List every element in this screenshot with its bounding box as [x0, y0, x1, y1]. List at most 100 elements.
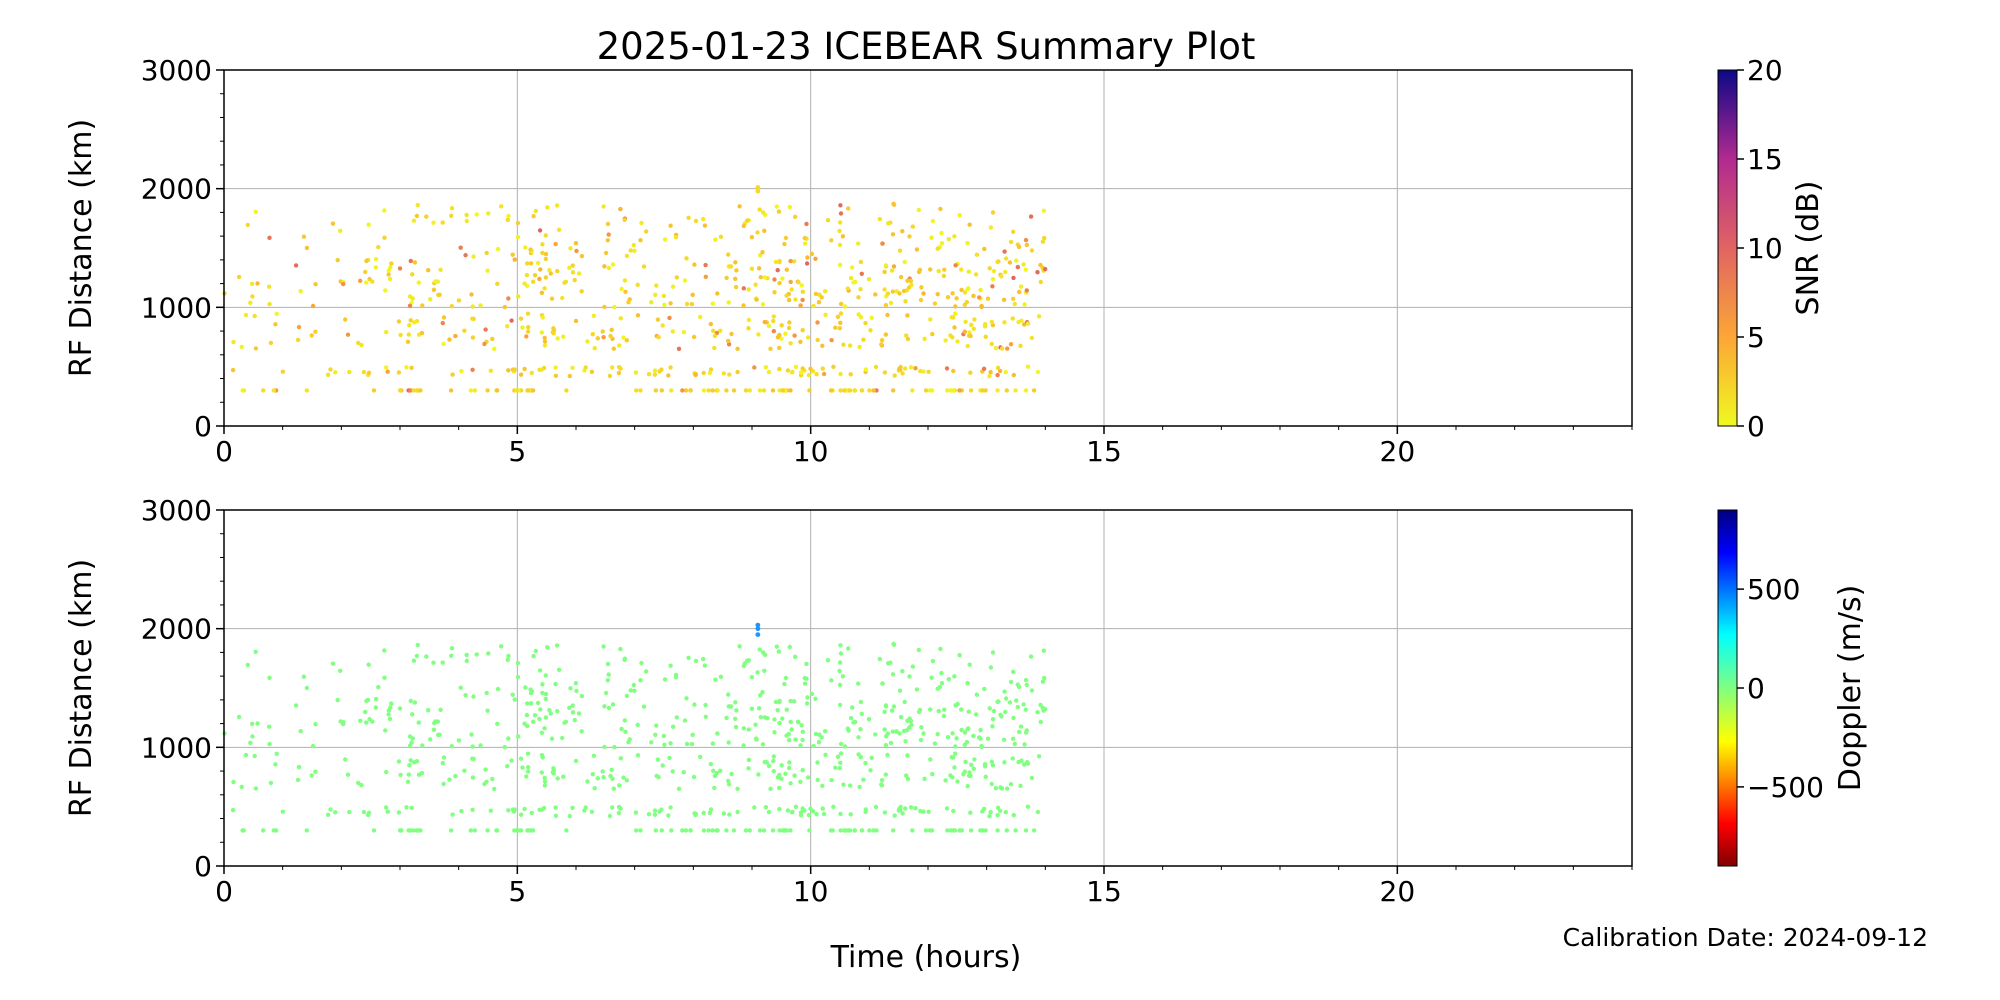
data-point	[363, 709, 368, 715]
data-point	[1018, 724, 1024, 729]
data-point	[829, 238, 834, 243]
data-point	[440, 760, 445, 766]
data-point	[838, 751, 844, 756]
data-point	[710, 741, 715, 746]
data-point	[916, 207, 921, 213]
data-point	[1023, 707, 1028, 712]
data-point	[1035, 270, 1040, 275]
data-point	[506, 368, 511, 373]
data-point	[618, 206, 623, 212]
data-point	[897, 291, 902, 296]
data-point	[959, 287, 964, 293]
data-point	[786, 325, 792, 331]
data-point	[543, 256, 548, 262]
data-point	[655, 757, 661, 762]
data-point	[364, 280, 369, 285]
data-point	[1029, 775, 1035, 781]
data-point	[450, 812, 455, 817]
data-point	[328, 367, 333, 372]
data-point	[793, 214, 798, 219]
data-point	[842, 388, 847, 393]
data-point	[743, 388, 749, 393]
data-point	[693, 372, 698, 378]
data-point	[667, 755, 672, 761]
data-point	[905, 718, 910, 723]
data-point	[729, 331, 734, 337]
data-point	[667, 315, 672, 321]
data-point	[483, 327, 488, 332]
data-point	[407, 323, 412, 328]
data-point	[858, 699, 864, 705]
data-point	[1007, 700, 1013, 705]
data-point	[793, 737, 798, 742]
data-point	[858, 755, 864, 760]
data-point	[591, 753, 597, 758]
data-point	[273, 762, 278, 767]
data-point	[510, 252, 515, 257]
data-point	[601, 644, 606, 649]
data-point	[518, 756, 524, 761]
data-point	[538, 707, 543, 712]
data-point	[573, 241, 579, 246]
data-point	[1021, 762, 1027, 767]
data-point	[683, 828, 689, 833]
data-point	[409, 805, 414, 810]
data-point	[804, 661, 809, 667]
data-point	[485, 268, 490, 273]
colorbar-tick-label: 10	[1747, 232, 1783, 265]
y-tick-label: 2000	[141, 613, 212, 646]
data-point	[815, 777, 820, 783]
data-point	[784, 293, 789, 298]
data-point	[766, 763, 772, 769]
data-point	[376, 684, 381, 690]
data-point	[935, 292, 940, 297]
data-point	[515, 660, 521, 666]
data-point	[605, 678, 610, 683]
data-point	[879, 342, 884, 347]
data-point	[952, 234, 957, 239]
data-point	[932, 301, 938, 306]
data-point	[1003, 810, 1008, 815]
data-point	[848, 715, 854, 721]
data-point	[471, 694, 476, 699]
data-point	[268, 340, 274, 346]
data-point	[535, 700, 541, 706]
data-point	[628, 248, 633, 253]
data-point	[703, 274, 708, 279]
data-point	[634, 828, 639, 833]
data-point	[928, 757, 933, 762]
data-point	[964, 739, 970, 745]
data-point	[245, 662, 250, 668]
data-point	[1024, 728, 1030, 733]
data-point	[382, 675, 387, 680]
data-point	[1004, 388, 1009, 393]
data-point	[662, 742, 667, 747]
data-point	[1041, 208, 1047, 213]
panel-snr: 0 5 10 15 20 0 1000 2000 3000 RF Distance (km)	[64, 54, 1633, 468]
data-point	[494, 828, 500, 833]
data-point	[965, 783, 970, 789]
data-point	[718, 328, 723, 333]
data-point	[356, 780, 361, 786]
data-point	[253, 649, 258, 654]
data-point	[777, 772, 782, 778]
data-point	[506, 213, 511, 219]
data-point	[909, 282, 914, 288]
data-point	[841, 782, 846, 787]
data-point	[869, 755, 874, 760]
data-point	[777, 699, 782, 705]
data-point	[787, 760, 792, 765]
data-point	[967, 333, 972, 338]
data-point	[631, 242, 636, 248]
data-point	[1021, 322, 1027, 327]
data-point	[904, 333, 909, 338]
data-point	[707, 810, 713, 815]
data-point	[1043, 266, 1048, 272]
data-point	[776, 649, 782, 654]
data-point	[549, 736, 555, 741]
data-point	[774, 204, 779, 209]
data-point	[441, 315, 447, 320]
data-point	[607, 813, 613, 819]
colorbar-tick-label: 500	[1747, 573, 1800, 606]
data-point	[673, 235, 679, 240]
